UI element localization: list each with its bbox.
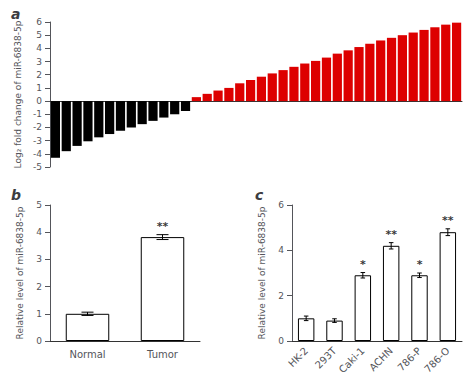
svg-text:4: 4 (36, 227, 42, 237)
svg-text:Caki-1: Caki-1 (337, 345, 367, 375)
svg-text:Relative level of miR-6838-5p: Relative level of miR-6838-5p (257, 206, 267, 339)
svg-text:2: 2 (278, 291, 284, 301)
svg-text:HK-2: HK-2 (286, 345, 310, 369)
svg-text:4: 4 (278, 245, 284, 255)
svg-text:c: c (255, 187, 264, 203)
svg-text:2: 2 (36, 70, 42, 80)
svg-text:**: ** (442, 214, 454, 227)
svg-text:4: 4 (36, 43, 42, 53)
svg-text:5: 5 (36, 30, 42, 40)
svg-text:-5: -5 (33, 162, 42, 172)
svg-text:2: 2 (36, 282, 42, 292)
svg-text:**: ** (385, 228, 397, 241)
svg-text:-3: -3 (33, 136, 42, 146)
svg-text:-4: -4 (33, 149, 42, 159)
svg-text:3: 3 (36, 254, 42, 264)
svg-text:3: 3 (36, 57, 42, 67)
svg-text:6: 6 (36, 17, 42, 27)
svg-text:1: 1 (36, 309, 42, 319)
svg-text:ACHN: ACHN (367, 345, 395, 373)
svg-text:a: a (11, 6, 20, 22)
svg-text:1: 1 (36, 83, 42, 93)
svg-text:-1: -1 (33, 109, 42, 119)
svg-text:0: 0 (278, 336, 284, 346)
svg-text:786-O: 786-O (422, 345, 452, 375)
svg-text:0: 0 (36, 336, 42, 346)
svg-text:Log₂ fold change of miR-6838-5: Log₂ fold change of miR-6838-5p (13, 20, 23, 168)
svg-text:6: 6 (278, 200, 284, 210)
svg-text:*: * (360, 258, 366, 271)
svg-text:293T: 293T (313, 344, 339, 370)
svg-text:Normal: Normal (69, 349, 105, 360)
svg-text:5: 5 (36, 200, 42, 210)
svg-text:b: b (11, 187, 21, 203)
svg-text:786-P: 786-P (395, 345, 423, 373)
svg-text:0: 0 (36, 96, 42, 106)
svg-text:Relative level of miR-6838-5p: Relative level of miR-6838-5p (15, 206, 25, 339)
svg-text:Tumor: Tumor (146, 349, 179, 360)
svg-text:-2: -2 (33, 122, 42, 132)
svg-text:**: ** (157, 220, 169, 233)
svg-text:*: * (417, 258, 423, 271)
